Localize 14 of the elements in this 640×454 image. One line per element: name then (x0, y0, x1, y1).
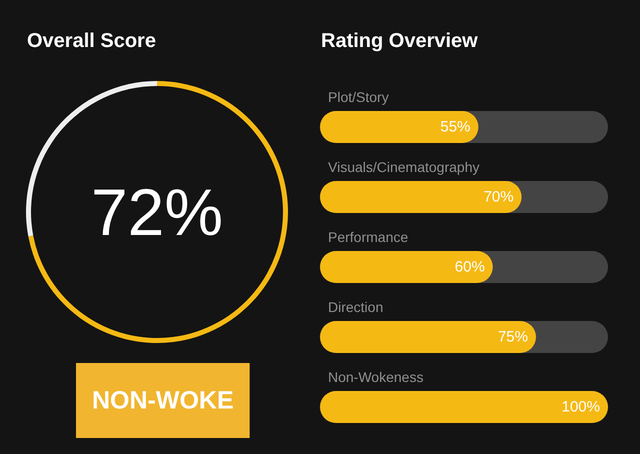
data-label: 100% (562, 398, 600, 416)
data-label: 60% (454, 258, 485, 276)
y-tick-label: Visuals/Cinematography (328, 159, 480, 175)
y-tick-label: Plot/Story (328, 89, 389, 105)
chart-title: Overall Score (27, 30, 156, 52)
data-label: 75% (498, 328, 528, 346)
y-tick-label: Direction (328, 299, 384, 315)
text: NON-WOKE (92, 386, 234, 414)
data-label: 70% (484, 188, 514, 206)
y-tick-label: Non-Wokeness (328, 369, 424, 385)
chart-title: Rating Overview (321, 30, 478, 52)
data-label: 72% (90, 175, 224, 249)
y-tick-label: Performance (328, 229, 408, 245)
data-label: 55% (440, 118, 470, 136)
